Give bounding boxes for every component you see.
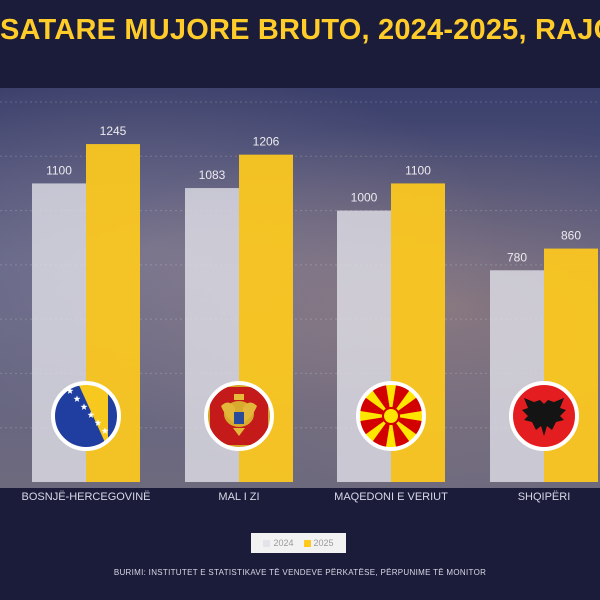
bosnia-herzegovina-flag-icon (51, 381, 121, 451)
legend: 2024 2025 (251, 533, 346, 553)
category-labels: BOSNJË-HERCEGOVINË MAL I ZI MAQEDONI E VER… (22, 491, 571, 503)
source-note: BURIMI: INSTITUTET E STATISTIKAVE TË VEN… (113, 568, 487, 577)
legend-item-2024: 2024 (263, 538, 294, 548)
chart-title: SATARE MUJORE BRUTO, 2024-2025, RAJON (0, 14, 600, 46)
montenegro-flag-icon (204, 381, 274, 451)
value-label-2025-3: 1100 (405, 163, 431, 177)
value-labels: 1100 1245 1083 1206 1000 1100 780 860 (46, 124, 581, 264)
legend-swatch-2025 (303, 539, 311, 547)
value-label-2024-4: 780 (507, 250, 527, 264)
value-label-2025-1: 1245 (100, 124, 127, 138)
category-label-2: MAL I ZI (218, 491, 259, 503)
value-label-2025-2: 1206 (253, 135, 280, 149)
value-label-2024-1: 1100 (46, 163, 72, 177)
category-label-4: SHQIPËRI (518, 491, 571, 503)
category-label-1: BOSNJË-HERCEGOVINË (22, 491, 151, 503)
legend-swatch-2024 (263, 539, 271, 547)
value-label-2024-2: 1083 (199, 168, 226, 182)
legend-label-2024: 2024 (273, 538, 294, 548)
legend-label-2025: 2025 (313, 538, 334, 548)
bar-2024-4 (490, 270, 544, 482)
value-label-2025-4: 860 (561, 229, 581, 243)
legend-item-2025: 2025 (303, 538, 334, 548)
value-label-2024-3: 1000 (351, 191, 378, 205)
category-label-3: MAQEDONI E VERIUT (334, 491, 448, 503)
albania-flag-icon (509, 381, 579, 451)
